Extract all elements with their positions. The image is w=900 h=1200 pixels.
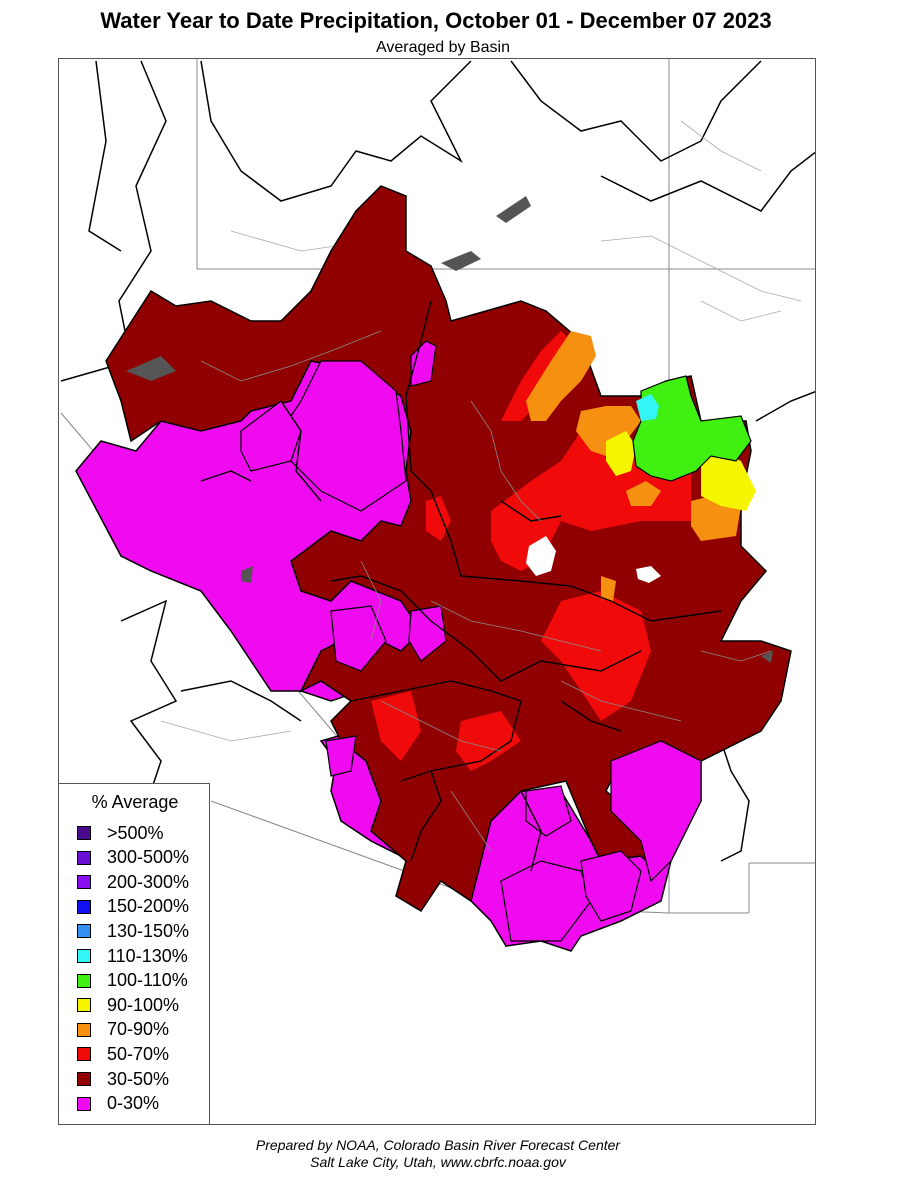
map-legend: % Average >500% 300-500% 200-300% 150-200% 1… [58, 783, 210, 1125]
legend-label: 0-30% [107, 1093, 160, 1114]
legend-swatch [77, 1072, 91, 1086]
legend-item: 100-110% [77, 970, 188, 992]
legend-swatch [77, 875, 91, 890]
legend-swatch [77, 973, 91, 988]
legend-swatch [77, 1047, 91, 1062]
outside-basin-outlines [60, 60, 815, 862]
legend-item: 300-500% [77, 847, 189, 869]
legend-swatch [77, 998, 91, 1013]
legend-label: >500% [107, 822, 164, 843]
legend-item: 90-100% [77, 994, 179, 1016]
legend-label: 70-90% [107, 1019, 170, 1040]
region-darkred-main [105, 185, 792, 913]
legend-item: 130-150% [77, 920, 189, 942]
legend-label: 300-500% [107, 847, 190, 868]
region-yellow [606, 431, 756, 511]
legend-item: >500% [77, 822, 164, 844]
legend-item: 110-130% [77, 945, 188, 967]
magenta-patches [240, 340, 702, 942]
basin-rivers [200, 330, 772, 852]
reservoirs [126, 356, 773, 663]
legend-title: % Average [91, 792, 179, 812]
legend-swatch [77, 924, 91, 939]
legend-label: 150-200% [107, 896, 190, 917]
legend-swatch [77, 850, 91, 865]
region-green [632, 375, 752, 482]
legend-label: 110-130% [107, 945, 188, 966]
legend-swatch [77, 949, 91, 963]
legend-swatch [77, 1096, 91, 1111]
legend-item: 150-200% [77, 896, 189, 918]
map-subtitle: Averaged by Basin [375, 39, 510, 56]
credit-line-2: Salt Lake City, Utah, www.cbrfc.noaa.gov [310, 1154, 566, 1170]
lake-features [441, 196, 531, 271]
map-title: Water Year to Date Precipitation, Octobe… [100, 8, 772, 33]
region-red [371, 331, 691, 771]
legend-swatch [77, 899, 91, 914]
legend-label: 100-110% [107, 970, 188, 991]
legend-swatch [77, 1022, 91, 1037]
legend-label: 30-50% [107, 1068, 170, 1089]
legend-label: 90-100% [107, 994, 180, 1015]
no-data-holes [526, 536, 661, 583]
legend-item: 30-50% [77, 1068, 169, 1090]
legend-swatch [77, 826, 91, 840]
legend-label: 130-150% [107, 920, 190, 941]
legend-label: 200-300% [107, 871, 190, 892]
credit-line-1: Prepared by NOAA, Colorado Basin River F… [255, 1137, 621, 1153]
legend-item: 50-70% [77, 1043, 169, 1065]
legend-item: 200-300% [77, 871, 189, 893]
precipitation-map [60, 59, 815, 952]
legend-item: 0-30% [77, 1093, 159, 1115]
legend-label: 50-70% [107, 1043, 170, 1064]
region-cyan [636, 394, 659, 421]
basin-boundaries [200, 300, 722, 872]
legend-item: 70-90% [77, 1019, 169, 1041]
